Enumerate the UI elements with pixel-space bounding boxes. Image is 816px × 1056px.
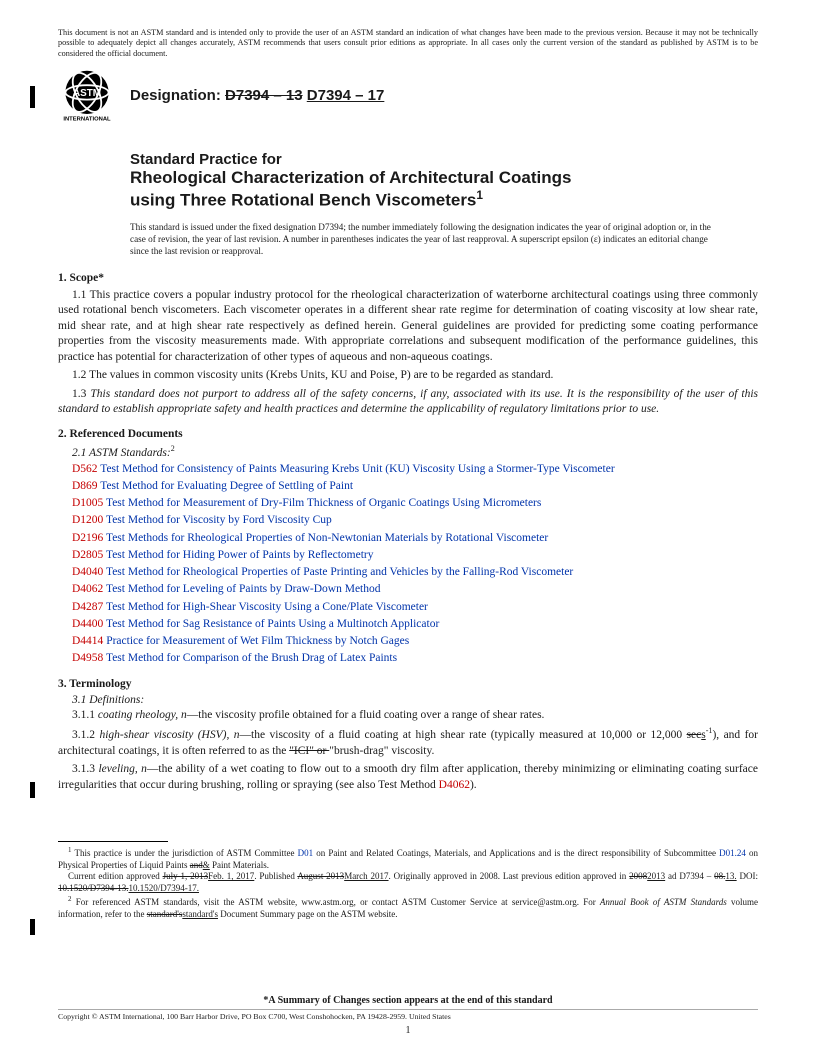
designation: Designation: D7394 – 13 D7394 – 17 [130, 87, 384, 104]
ref-desc[interactable]: Test Method for Measurement of Dry-Film … [106, 497, 541, 509]
title-main2: using Three Rotational Bench Viscometers… [130, 188, 758, 211]
ref-code-d2196[interactable]: D2196 [72, 532, 103, 544]
section-2-head: 2. Referenced Documents [58, 428, 758, 440]
page-footer: *A Summary of Changes section appears at… [58, 995, 758, 1036]
svg-text:INTERNATIONAL: INTERNATIONAL [63, 116, 111, 122]
designation-label: Designation: [130, 87, 221, 104]
reference-item: D1005 Test Method for Measurement of Dry… [72, 495, 758, 512]
title-pre: Standard Practice for [130, 151, 758, 168]
link-d4062[interactable]: D4062 [439, 779, 470, 791]
ref-desc[interactable]: Practice for Measurement of Wet Film Thi… [106, 635, 409, 647]
def-3-1-2: 3.1.2 high-shear viscosity (HSV), n—the … [58, 726, 758, 759]
designation-old: D7394 – 13 [225, 87, 303, 104]
ref-desc[interactable]: Test Methods for Rheological Properties … [106, 532, 548, 544]
ref-code-d1200[interactable]: D1200 [72, 514, 103, 526]
ref-desc[interactable]: Test Method for Comparison of the Brush … [106, 652, 397, 664]
ref-code-d1005[interactable]: D1005 [72, 497, 103, 509]
title-block: Standard Practice for Rheological Charac… [130, 151, 758, 212]
change-bar [30, 782, 35, 798]
para-1-2: 1.2 The values in common viscosity units… [58, 368, 758, 384]
ref-code-d4400[interactable]: D4400 [72, 618, 103, 630]
para-1-3: 1.3 This standard does not purport to ad… [58, 387, 758, 418]
ref-code-d4958[interactable]: D4958 [72, 652, 103, 664]
link-d01-24[interactable]: D01.24 [719, 848, 746, 858]
ref-desc[interactable]: Test Method for Hiding Power of Paints b… [106, 549, 373, 561]
reference-item: D4287 Test Method for High-Shear Viscosi… [72, 599, 758, 616]
title-main1: Rheological Characterization of Architec… [130, 168, 758, 189]
svg-text:ASTM: ASTM [73, 88, 101, 99]
ref-desc[interactable]: Test Method for Rheological Properties o… [106, 566, 573, 578]
ref-code-d562[interactable]: D562 [72, 463, 98, 475]
def-3-1-1: 3.1.1 coating rheology, n—the viscosity … [58, 708, 758, 724]
astm-logo: ASTM INTERNATIONAL [58, 69, 116, 123]
section-1-head: 1. Scope* [58, 272, 758, 284]
def-3-1-3: 3.1.3 leveling, n—the ability of a wet c… [58, 762, 758, 793]
reference-item: D2805 Test Method for Hiding Power of Pa… [72, 547, 758, 564]
footnotes: 1 This practice is under the jurisdictio… [58, 846, 758, 920]
section-3-head: 3. Terminology [58, 678, 758, 690]
change-bar [30, 919, 35, 935]
ref-code-d4062[interactable]: D4062 [72, 583, 103, 595]
reference-item: D4958 Test Method for Comparison of the … [72, 650, 758, 667]
header-row: ASTM INTERNATIONAL Designation: D7394 – … [58, 69, 758, 123]
ref-desc[interactable]: Test Method for Evaluating Degree of Set… [100, 480, 353, 492]
ref-desc[interactable]: Test Method for Consistency of Paints Me… [100, 463, 614, 475]
footnote-separator [58, 841, 168, 842]
ref-code-d869[interactable]: D869 [72, 480, 98, 492]
issued-note: This standard is issued under the fixed … [130, 222, 758, 258]
reference-item: D869 Test Method for Evaluating Degree o… [72, 478, 758, 495]
para-2-1: 2.1 ASTM Standards:2 [72, 444, 758, 459]
para-1-1: 1.1 This practice covers a popular indus… [58, 288, 758, 366]
copyright-line: Copyright © ASTM International, 100 Barr… [58, 1009, 758, 1021]
page-number: 1 [58, 1025, 758, 1036]
link-d01[interactable]: D01 [298, 848, 314, 858]
ref-code-d4414[interactable]: D4414 [72, 635, 103, 647]
disclaimer-text: This document is not an ASTM standard an… [58, 28, 758, 59]
designation-new: D7394 – 17 [307, 87, 385, 104]
change-bar [30, 86, 35, 108]
reference-item: D4414 Practice for Measurement of Wet Fi… [72, 633, 758, 650]
reference-item: D4400 Test Method for Sag Resistance of … [72, 616, 758, 633]
summary-note: *A Summary of Changes section appears at… [58, 995, 758, 1006]
reference-item: D562 Test Method for Consistency of Pain… [72, 461, 758, 478]
reference-item: D2196 Test Methods for Rheological Prope… [72, 530, 758, 547]
reference-item: D4040 Test Method for Rheological Proper… [72, 564, 758, 581]
ref-code-d4287[interactable]: D4287 [72, 601, 103, 613]
reference-item: D4062 Test Method for Leveling of Paints… [72, 581, 758, 598]
para-3-1: 3.1 Definitions: [72, 694, 758, 706]
ref-code-d2805[interactable]: D2805 [72, 549, 103, 561]
ref-desc[interactable]: Test Method for High-Shear Viscosity Usi… [106, 601, 428, 613]
ref-desc[interactable]: Test Method for Sag Resistance of Paints… [106, 618, 439, 630]
reference-list: D562 Test Method for Consistency of Pain… [72, 461, 758, 668]
reference-item: D1200 Test Method for Viscosity by Ford … [72, 512, 758, 529]
ref-desc[interactable]: Test Method for Leveling of Paints by Dr… [106, 583, 381, 595]
ref-code-d4040[interactable]: D4040 [72, 566, 103, 578]
ref-desc[interactable]: Test Method for Viscosity by Ford Viscos… [106, 514, 332, 526]
